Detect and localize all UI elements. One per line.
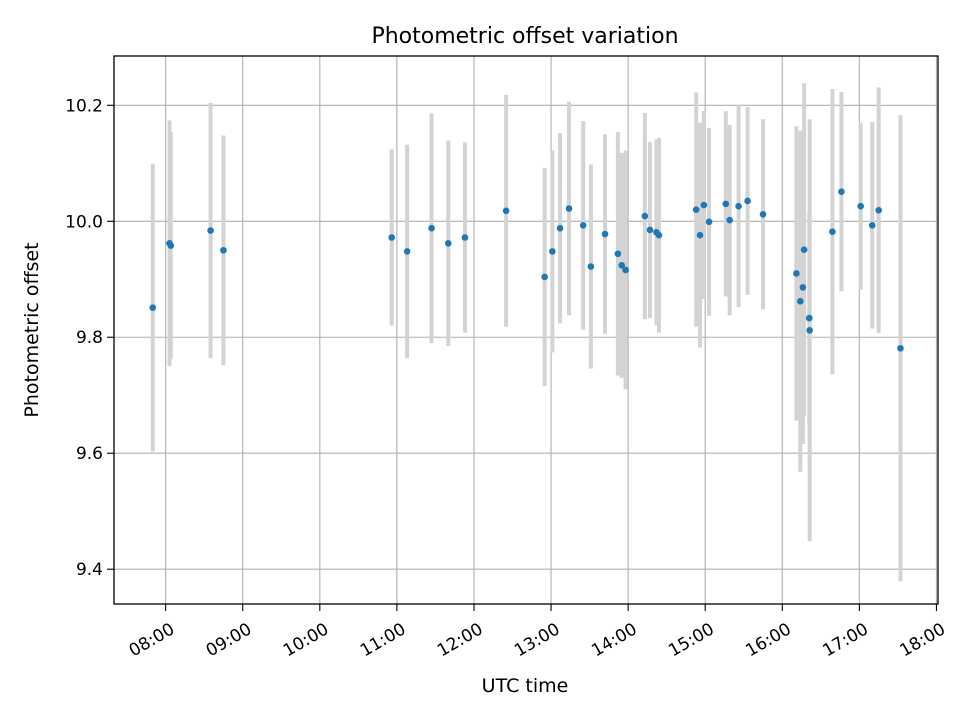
x-tick-label: 13:00 <box>511 619 563 661</box>
x-tick-label: 08:00 <box>126 619 178 661</box>
y-tick-label: 9.6 <box>76 444 103 464</box>
data-point <box>722 200 730 208</box>
data-point <box>799 284 807 291</box>
y-tick-label: 9.4 <box>76 560 103 580</box>
data-point <box>622 266 629 274</box>
data-point <box>614 250 622 258</box>
y-axis-ticks: 9.4 9.6 9.8 10.0 10.2 <box>65 96 114 580</box>
data-point <box>796 297 804 305</box>
data-point <box>207 227 214 234</box>
y-axis-label: Photometric offset <box>21 242 43 417</box>
data-point <box>857 202 864 210</box>
x-axis-label: UTC time <box>482 675 569 697</box>
data-point <box>744 197 751 205</box>
data-point <box>692 206 700 213</box>
data-point <box>579 222 587 229</box>
data-point <box>805 314 813 322</box>
data-point <box>868 222 876 229</box>
data-point <box>403 248 411 255</box>
x-tick-label: 17:00 <box>819 619 871 661</box>
data-point <box>388 234 396 241</box>
data-point <box>587 263 595 270</box>
data-point <box>838 188 845 195</box>
data-point <box>897 344 904 352</box>
x-tick-label: 16:00 <box>742 619 794 661</box>
x-tick-label: 12:00 <box>434 619 486 661</box>
data-point <box>800 246 808 253</box>
data-point <box>696 231 704 239</box>
data-point <box>641 212 649 220</box>
x-tick-label: 18:00 <box>897 619 949 661</box>
data-point <box>700 201 708 209</box>
x-tick-label: 14:00 <box>588 619 640 661</box>
error-bars <box>150 83 903 582</box>
data-point <box>726 216 733 224</box>
y-tick-label: 9.8 <box>76 328 103 348</box>
y-tick-label: 10.2 <box>65 96 103 116</box>
data-point <box>149 304 157 311</box>
x-tick-label: 15:00 <box>665 619 717 661</box>
grid <box>114 56 938 604</box>
data-point <box>875 206 882 214</box>
data-point <box>655 231 663 239</box>
data-point <box>705 218 713 226</box>
axes-frame <box>113 55 939 605</box>
y-tick-label: 10.0 <box>65 212 103 232</box>
x-tick-label: 11:00 <box>357 619 409 661</box>
data-point <box>556 224 564 232</box>
data-point <box>461 234 469 241</box>
data-point <box>618 262 626 269</box>
data-point <box>565 205 573 212</box>
data-point <box>829 228 836 236</box>
data-point <box>735 202 742 210</box>
data-point <box>502 207 510 215</box>
data-point <box>806 326 813 334</box>
x-tick-label: 10:00 <box>280 619 332 661</box>
data-point <box>167 242 175 249</box>
data-point <box>601 230 609 238</box>
data-point <box>541 273 548 281</box>
data-point <box>549 248 556 255</box>
x-tick-label: 09:00 <box>203 619 255 661</box>
data-point <box>759 211 767 218</box>
chart-title: Photometric offset variation <box>371 24 678 49</box>
x-axis-ticks: 08:00 09:00 10:00 11:00 12:00 13:00 14:00 15:00… <box>126 604 949 661</box>
data-point <box>445 240 452 247</box>
data-point <box>793 270 800 277</box>
data-point <box>646 226 654 234</box>
data-points <box>149 188 904 352</box>
data-point <box>428 224 435 232</box>
data-point <box>220 246 227 254</box>
